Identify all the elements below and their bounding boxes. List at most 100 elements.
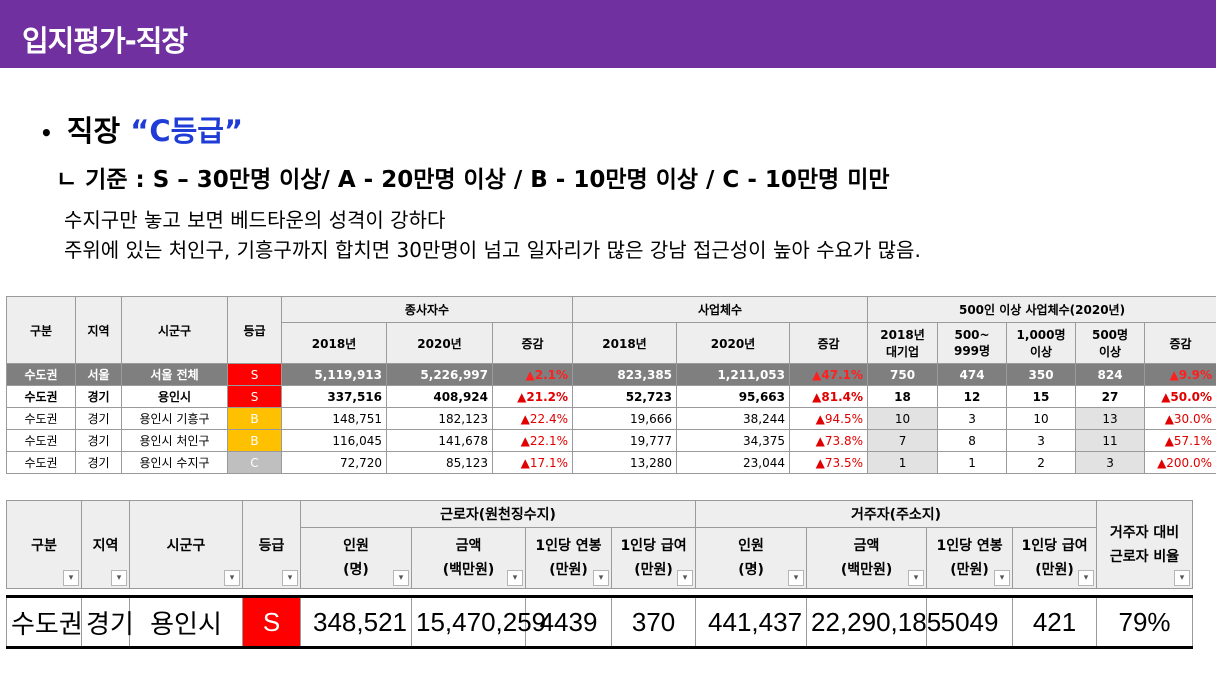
cell-biz-2018: 13,280 xyxy=(572,451,678,474)
filter-dropdown-icon[interactable]: ▾ xyxy=(393,570,409,586)
col-residents-amount: 금액 (백만원) ▾ xyxy=(806,527,928,589)
cell-emp-2020: 182,123 xyxy=(386,407,493,430)
group-employees: 종사자수 xyxy=(280,296,574,323)
cell-district: 용인시 수지구 xyxy=(121,451,228,474)
heading-grade: “C등급” xyxy=(130,114,244,148)
cell-large-change: ▲57.1% xyxy=(1144,429,1216,452)
grade-badge: S xyxy=(227,385,282,408)
col-division: 구분 ▾ xyxy=(6,500,82,589)
cell-large-change: ▲50.0% xyxy=(1144,385,1216,408)
filter-dropdown-icon[interactable]: ▾ xyxy=(282,570,298,586)
cell-emp-2018: 5,119,913 xyxy=(281,363,387,386)
col-emp-2018: 2018년 xyxy=(281,322,387,364)
grade-badge: C xyxy=(227,451,282,474)
group-workers: 근로자(원천징수지) xyxy=(299,500,697,528)
col-grade: 등급 xyxy=(227,296,282,364)
cell-emp-change: ▲22.1% xyxy=(491,429,574,452)
cell-1000-plus: 3 xyxy=(1006,429,1077,452)
col-workers-amount: 금액 (백만원) ▾ xyxy=(411,527,526,589)
cell-emp-change: ▲21.2% xyxy=(491,385,574,408)
cell-region: 경기 xyxy=(75,429,122,452)
col-500-plus: 500명 이상 xyxy=(1075,322,1146,364)
col-grade: 등급 ▾ xyxy=(242,500,301,589)
cell-500-999: 1 xyxy=(937,451,1008,474)
cell-district: 서울 전체 xyxy=(121,363,228,386)
cell-emp-2018: 116,045 xyxy=(281,429,387,452)
group-businesses: 사업체수 xyxy=(572,296,869,323)
cell-division: 수도권 xyxy=(6,407,76,430)
cell-1000-plus: 2 xyxy=(1006,451,1077,474)
cell-biz-2018: 823,385 xyxy=(572,363,678,386)
filter-dropdown-icon[interactable]: ▾ xyxy=(677,570,694,586)
filter-dropdown-icon[interactable]: ▾ xyxy=(111,570,127,586)
col-region: 지역 xyxy=(75,296,122,364)
col-biz-2018: 2018년 xyxy=(572,322,678,364)
filter-dropdown-icon[interactable]: ▾ xyxy=(63,570,79,586)
filter-dropdown-icon[interactable]: ▾ xyxy=(1174,570,1191,586)
cell-division: 수도권 xyxy=(6,385,76,408)
col-district: 시군구 ▾ xyxy=(129,500,243,589)
cell-division: 수도권 xyxy=(6,363,76,386)
cell-biz-change: ▲47.1% xyxy=(789,363,869,386)
cell-region: 서울 xyxy=(75,363,122,386)
filter-dropdown-icon[interactable]: ▾ xyxy=(994,570,1011,586)
filter-dropdown-icon[interactable]: ▾ xyxy=(507,570,523,586)
section-heading: • 직장 “C등급” xyxy=(40,108,243,150)
page-title: 입지평가-직장 xyxy=(22,24,188,58)
filter-dropdown-icon[interactable]: ▾ xyxy=(224,570,240,586)
col-workers-count: 인원 (명) ▾ xyxy=(300,527,412,589)
grade-badge: B xyxy=(227,429,282,452)
filter-dropdown-icon[interactable]: ▾ xyxy=(788,570,805,586)
cell-residents-count: 441,437 xyxy=(695,595,808,649)
bullet-icon: • xyxy=(40,121,53,145)
col-large-change: 증감 xyxy=(1144,322,1216,364)
cell-1000-plus: 350 xyxy=(1006,363,1077,386)
cell-division: 수도권 xyxy=(6,429,76,452)
cell-500-plus: 13 xyxy=(1075,407,1146,430)
cell-region: 경기 xyxy=(75,407,122,430)
col-division: 구분 xyxy=(6,296,76,364)
cell-region: 경기 xyxy=(75,451,122,474)
table-row: 수도권 서울 서울 전체 S 5,119,913 5,226,997 ▲2.1%… xyxy=(6,363,1216,386)
cell-district: 용인시 처인구 xyxy=(121,429,228,452)
grade-badge: S xyxy=(227,363,282,386)
cell-500-999: 474 xyxy=(937,363,1008,386)
cell-biz-2018: 19,777 xyxy=(572,429,678,452)
criteria-text: ㄴ 기준 : S – 30만명 이상/ A - 20만명 이상 / B - 10… xyxy=(56,167,890,193)
cell-biz-2020: 34,375 xyxy=(676,429,791,452)
cell-district: 용인시 xyxy=(121,385,228,408)
grade-badge: B xyxy=(227,407,282,430)
filter-dropdown-icon[interactable]: ▾ xyxy=(1078,570,1095,586)
table-row: 수도권 경기 용인시 S 348,521 15,470,259 4439 370… xyxy=(6,595,1194,649)
cell-emp-2020: 141,678 xyxy=(386,429,493,452)
cell-emp-change: ▲2.1% xyxy=(491,363,574,386)
cell-large-change: ▲30.0% xyxy=(1144,407,1216,430)
col-biz-2020: 2020년 xyxy=(676,322,791,364)
group-residents: 거주자(주소지) xyxy=(695,500,1098,528)
table-row: 수도권 경기 용인시 수지구 C 72,720 85,123 ▲17.1% 13… xyxy=(6,451,1216,474)
cell-500-999: 12 xyxy=(937,385,1008,408)
description-line-2: 주위에 있는 처인구, 기흥구까지 합치면 30만명이 넘고 일자리가 많은 강… xyxy=(64,238,921,262)
filter-dropdown-icon[interactable]: ▾ xyxy=(908,570,925,586)
cell-biz-change: ▲94.5% xyxy=(789,407,869,430)
cell-workers-annual: 4439 xyxy=(525,595,612,649)
cell-emp-2018: 148,751 xyxy=(281,407,387,430)
cell-workers-count: 348,521 xyxy=(300,595,412,649)
cell-workers-amount: 15,470,259 xyxy=(411,595,546,649)
cell-biz-2020: 95,663 xyxy=(676,385,791,408)
cell-emp-2018: 337,516 xyxy=(281,385,387,408)
filter-dropdown-icon[interactable]: ▾ xyxy=(593,570,609,586)
cell-1000-plus: 15 xyxy=(1006,385,1077,408)
group-large-businesses: 500인 이상 사업체수(2020년) xyxy=(867,296,1216,323)
col-region: 지역 ▾ xyxy=(81,500,130,589)
cell-1000-plus: 10 xyxy=(1006,407,1077,430)
col-biz-change: 증감 xyxy=(789,322,869,364)
cell-residents-annual: 5049 xyxy=(926,595,1014,649)
cell-division: 수도권 xyxy=(6,595,83,649)
cell-emp-2020: 85,123 xyxy=(386,451,493,474)
cell-500-plus: 27 xyxy=(1075,385,1146,408)
col-500-999: 500~ 999명 xyxy=(937,322,1008,364)
cell-large-2018: 7 xyxy=(867,429,939,452)
cell-emp-2018: 72,720 xyxy=(281,451,387,474)
cell-biz-2018: 19,666 xyxy=(572,407,678,430)
